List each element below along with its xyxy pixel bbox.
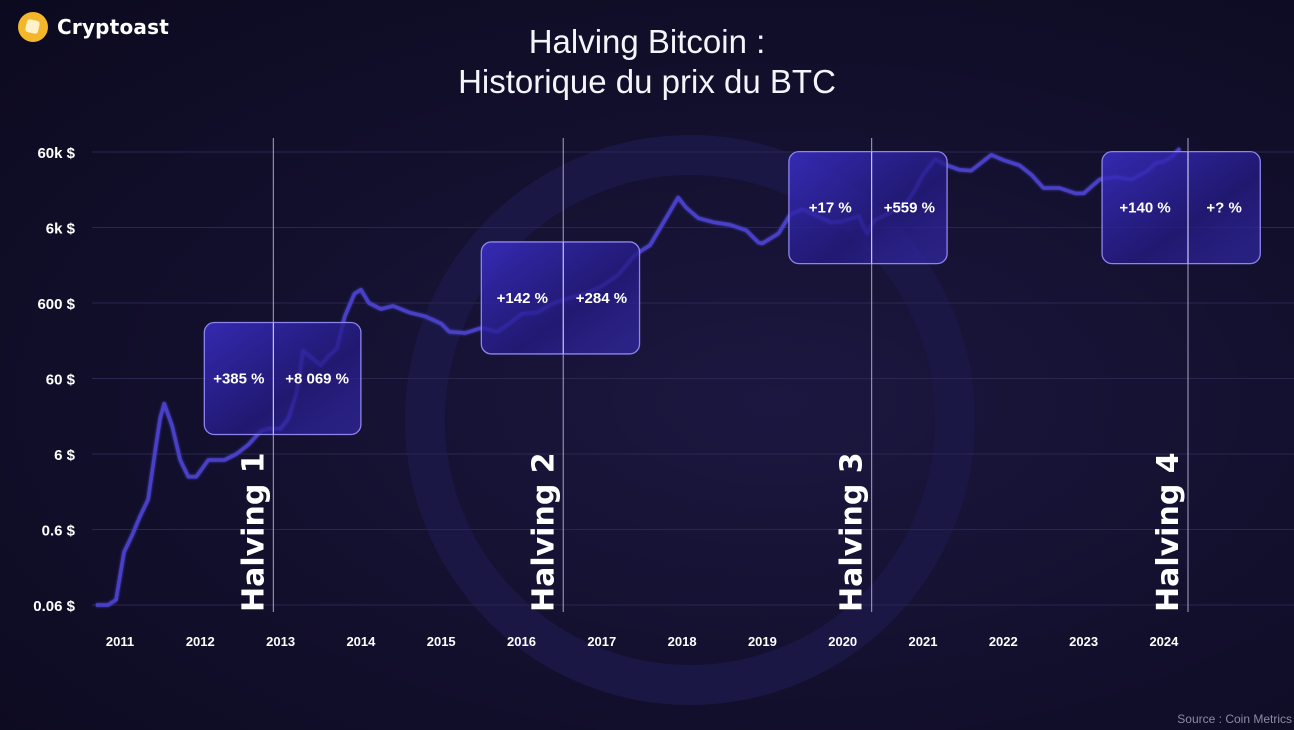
pre-halving-change-label: +142 % (497, 290, 548, 307)
halving-label: Halving 1 (236, 452, 271, 612)
pre-halving-change-label: +140 % (1119, 200, 1170, 217)
halving-performance-box (480, 241, 641, 355)
x-tick-label: 2023 (1069, 634, 1098, 649)
brand-logo: Cryptoast (18, 12, 169, 42)
x-tick-label: 2020 (828, 634, 857, 649)
x-tick-label: 2016 (507, 634, 536, 649)
pre-halving-change-label: +17 % (809, 200, 852, 217)
x-tick-label: 2015 (427, 634, 456, 649)
x-tick-label: 2017 (587, 634, 616, 649)
watermark-ring (405, 135, 975, 705)
chart-title-line-2: Historique du prix du BTC (458, 63, 836, 100)
y-tick-label: 60k $ (37, 145, 75, 162)
pre-halving-change-label: +385 % (213, 371, 264, 388)
x-tick-label: 2014 (346, 634, 376, 649)
post-halving-change-label: +? % (1206, 200, 1241, 217)
x-tick-label: 2019 (748, 634, 777, 649)
x-tick-label: 2011 (106, 634, 134, 649)
halving-performance-box (788, 150, 948, 265)
x-tick-label: 2018 (668, 634, 697, 649)
y-tick-label: 0.6 $ (42, 523, 76, 540)
halving-label: Halving 2 (526, 452, 561, 612)
post-halving-change-label: +284 % (576, 290, 627, 307)
y-tick-label: 6k $ (46, 221, 76, 238)
x-tick-label: 2013 (266, 634, 295, 649)
post-halving-change-label: +8 069 % (285, 371, 349, 388)
x-tick-label: 2012 (186, 634, 215, 649)
y-tick-label: 60 $ (46, 372, 76, 389)
halving-label: Halving 3 (835, 452, 870, 612)
post-halving-change-label: +559 % (884, 200, 935, 217)
chart-title-line-1: Halving Bitcoin : (528, 23, 766, 60)
y-tick-label: 600 $ (37, 296, 75, 313)
cryptoast-logo-icon (18, 12, 48, 42)
halving-label: Halving 4 (1151, 452, 1186, 612)
brand-name: Cryptoast (57, 15, 169, 39)
x-tick-label: 2022 (989, 634, 1018, 649)
y-tick-label: 6 $ (54, 447, 76, 464)
x-tick-label: 2024 (1149, 634, 1179, 649)
source-note: Source : Coin Metrics (1177, 712, 1292, 726)
chart-title: Halving Bitcoin : Historique du prix du … (0, 22, 1294, 102)
halving-performance-box (203, 321, 362, 436)
x-tick-label: 2021 (909, 634, 938, 649)
halving-performance-box (1101, 150, 1261, 265)
y-tick-label: 0.06 $ (33, 598, 75, 615)
